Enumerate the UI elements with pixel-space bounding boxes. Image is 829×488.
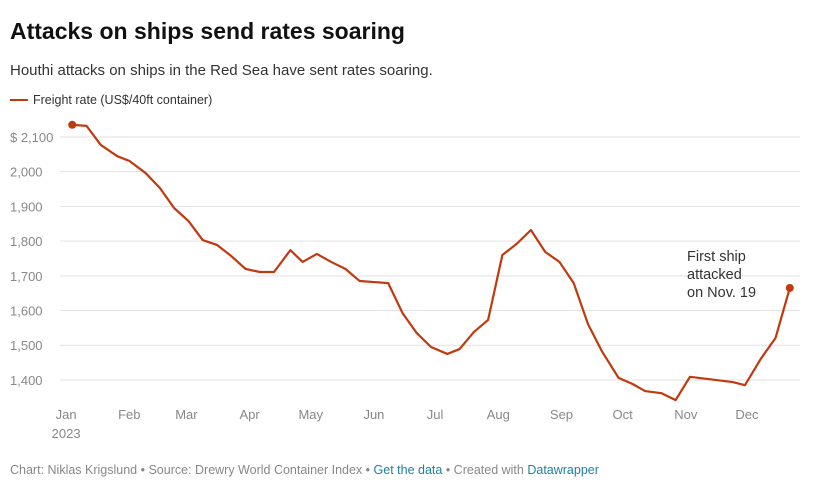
x-tick-label: Dec <box>735 407 759 422</box>
x-tick-label: Apr <box>239 407 260 422</box>
x-tick-label: Jun <box>363 407 384 422</box>
legend-label: Freight rate (US$/40ft container) <box>33 93 213 107</box>
x-tick-label: Oct <box>613 407 634 422</box>
x-tick-label: Jul <box>427 407 444 422</box>
footer: Chart: Niklas Krigslund • Source: Drewry… <box>10 463 599 477</box>
x-tick-label: Mar <box>175 407 198 422</box>
y-tick-label: 1,700 <box>10 269 43 284</box>
x-tick-label: Aug <box>487 407 510 422</box>
y-tick-label: 1,500 <box>10 338 43 353</box>
y-tick-label: 1,400 <box>10 373 43 388</box>
legend: Freight rate (US$/40ft container) <box>10 93 212 107</box>
x-tick-label: Feb <box>118 407 140 422</box>
y-tick-label: 1,800 <box>10 234 43 249</box>
x-tick-label: Jan <box>56 407 77 422</box>
y-tick-label: $ 2,100 <box>10 130 53 145</box>
created-with: • Created with <box>445 463 524 477</box>
line <box>72 123 791 402</box>
y-tick-label: 1,900 <box>10 199 43 214</box>
chart-title: Attacks on ships send rates soaring <box>10 18 405 44</box>
credit: Chart: Niklas Krigslund • Source: Drewry… <box>10 463 371 477</box>
tool-link[interactable]: Datawrapper <box>527 463 599 477</box>
annotation: First ship attacked on Nov. 19 <box>687 249 757 301</box>
y-tick-label: 2,000 <box>10 165 43 180</box>
end-dot <box>785 283 794 292</box>
x-tick-label: May <box>298 407 323 422</box>
y-tick-label: 1,600 <box>10 304 43 319</box>
legend-swatch <box>10 99 28 101</box>
x-tick-label: Nov <box>674 407 698 422</box>
x-year-label: 2023 <box>52 426 81 441</box>
data-link[interactable]: Get the data <box>373 463 443 477</box>
x-tick-label: Sep <box>550 407 573 422</box>
chart-subtitle: Houthi attacks on ships in the Red Sea h… <box>10 62 433 79</box>
end-dot <box>68 120 77 129</box>
